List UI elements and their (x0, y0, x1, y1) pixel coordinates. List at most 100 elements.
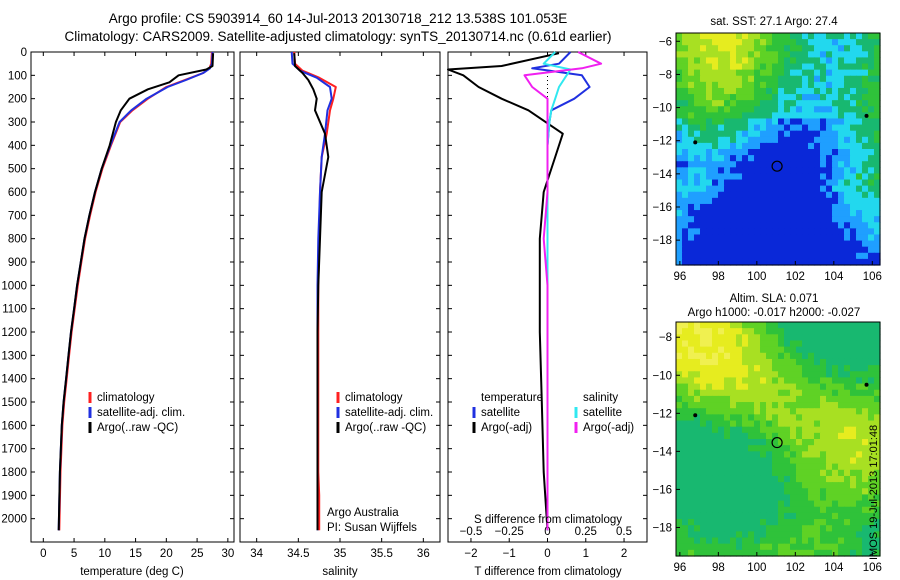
heatmap-cell (814, 389, 821, 397)
heatmap-cell (874, 500, 881, 508)
heatmap-cell (814, 463, 821, 471)
heatmap-cell (874, 106, 881, 113)
heatmap-cell (772, 365, 779, 372)
map-y-tick-label: −8 (659, 332, 672, 344)
heatmap-cell (838, 494, 845, 502)
heatmap-cell (760, 81, 767, 89)
heatmap-cell (820, 173, 827, 181)
heatmap-cell (796, 537, 803, 545)
heatmap-cell (838, 414, 845, 422)
x-tick-label: 10 (98, 548, 111, 560)
heatmap-cell (862, 222, 869, 229)
heatmap-cell (748, 432, 755, 440)
heatmap-cell (742, 506, 749, 514)
heatmap-cell (790, 75, 797, 83)
heatmap-cell (820, 414, 827, 422)
heatmap-cell (760, 340, 767, 348)
heatmap-cell (772, 252, 779, 260)
heatmap-cell (718, 432, 725, 440)
heatmap-cell (754, 408, 761, 415)
heatmap-cell (832, 414, 839, 422)
heatmap-cell (700, 106, 707, 113)
heatmap-cell (742, 234, 749, 242)
heatmap-cell (844, 33, 851, 40)
heatmap-cell (802, 352, 809, 360)
heatmap-cell (760, 240, 767, 248)
heatmap-cell (808, 531, 815, 539)
heatmap-cell (766, 63, 773, 71)
heatmap-cell (862, 402, 869, 409)
heatmap-cell (808, 365, 815, 372)
heatmap-cell (778, 482, 785, 489)
heatmap-cell (868, 451, 875, 459)
heatmap-cell (826, 340, 833, 348)
heatmap-cell (694, 525, 701, 532)
heatmap-cell (856, 179, 863, 187)
heatmap-cell (748, 377, 755, 385)
heatmap-cell (784, 482, 791, 489)
heatmap-cell (754, 39, 761, 46)
heatmap-cell (676, 469, 683, 477)
heatmap-cell (838, 173, 845, 181)
heatmap-cell (832, 340, 839, 348)
heatmap-cell (796, 45, 803, 52)
heatmap-cell (802, 506, 809, 514)
heatmap-cell (736, 63, 743, 71)
heatmap-cell (688, 340, 695, 348)
heatmap-cell (820, 228, 827, 236)
map-x-tick-label: 106 (863, 271, 882, 283)
heatmap-cell (832, 222, 839, 229)
heatmap-cell (688, 167, 695, 175)
heatmap-cell (688, 457, 695, 465)
heatmap-cell (760, 124, 767, 132)
heatmap-cell (862, 432, 869, 440)
heatmap-cell (790, 482, 797, 489)
heatmap-cell (844, 475, 851, 483)
heatmap-cell (802, 525, 809, 532)
heatmap-cell (850, 39, 857, 46)
heatmap-cell (706, 81, 713, 89)
heatmap-cell (820, 488, 827, 496)
heatmap-cell (766, 494, 773, 502)
heatmap-cell (778, 63, 785, 71)
heatmap-cell (874, 439, 881, 446)
heatmap-cell (736, 197, 743, 205)
heatmap-cell (832, 328, 839, 335)
heatmap-cell (826, 185, 833, 193)
heatmap-cell (802, 252, 809, 260)
heatmap-cell (796, 210, 803, 217)
heatmap-cell (748, 488, 755, 496)
heatmap-cell (802, 549, 809, 557)
heatmap-cell (808, 45, 815, 52)
heatmap-cell (814, 525, 821, 532)
heatmap-cell (712, 445, 719, 452)
heatmap-cell (688, 155, 695, 162)
heatmap-cell (832, 506, 839, 514)
heatmap-cell (742, 87, 749, 95)
heatmap-cell (682, 543, 689, 551)
heatmap-cell (682, 112, 689, 120)
heatmap-cell (754, 197, 761, 205)
heatmap-cell (802, 240, 809, 248)
heatmap-cell (844, 39, 851, 46)
heatmap-cell (712, 543, 719, 551)
heatmap-cell (736, 352, 743, 360)
heatmap-cell (676, 494, 683, 502)
heatmap-cell (694, 463, 701, 471)
heatmap-cell (844, 488, 851, 496)
heatmap-cell (742, 549, 749, 557)
x-tick-label: 5 (71, 548, 77, 560)
heatmap-cell (778, 130, 785, 138)
heatmap-cell (784, 69, 791, 77)
heatmap-cell (826, 94, 833, 101)
heatmap-cell (724, 124, 731, 132)
heatmap-cell (790, 142, 797, 150)
heatmap-cell (706, 469, 713, 477)
heatmap-cell (808, 512, 815, 520)
heatmap-cell (796, 173, 803, 181)
heatmap-cell (718, 414, 725, 422)
heatmap-cell (778, 136, 785, 144)
heatmap-cell (874, 475, 881, 483)
heatmap-cell (796, 432, 803, 440)
heatmap-cell (814, 51, 821, 59)
